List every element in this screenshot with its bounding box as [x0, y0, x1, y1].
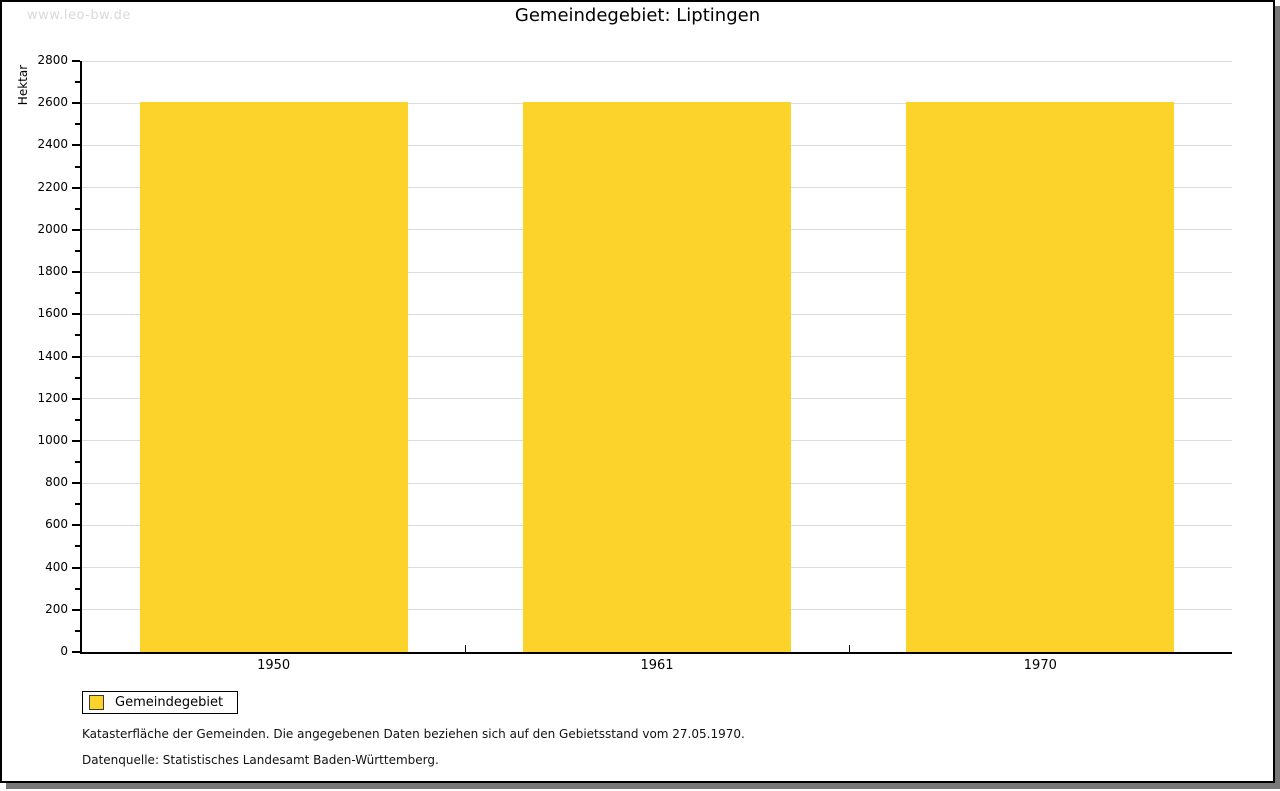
y-tick-label-200: 200 [45, 601, 68, 616]
y-tick-2300 [75, 165, 80, 168]
y-tick-600 [72, 524, 80, 527]
y-tick-label-2400: 2400 [37, 137, 68, 152]
y-tick-2700 [75, 81, 80, 84]
category-boundary-tick-1 [465, 645, 467, 652]
watermark-text: www.leo-bw.de [27, 8, 131, 23]
y-tick-2100 [75, 207, 80, 210]
y-tick-100 [75, 629, 80, 632]
y-tick-1500 [75, 334, 80, 337]
y-tick-900 [75, 461, 80, 464]
y-tick-1800 [72, 271, 80, 274]
legend-color-swatch-icon [89, 695, 104, 710]
y-tick-label-600: 600 [45, 517, 68, 532]
y-tick-label-800: 800 [45, 475, 68, 490]
y-tick-label-2000: 2000 [37, 221, 68, 236]
y-tick-label-1600: 1600 [37, 306, 68, 321]
footnote-source: Datenquelle: Statistisches Landesamt Bad… [82, 753, 439, 767]
gridline-2800 [82, 60, 1232, 62]
legend: Gemeindegebiet [82, 691, 239, 714]
y-tick-800 [72, 482, 80, 485]
y-tick-400 [72, 566, 80, 569]
y-tick-label-1400: 1400 [37, 348, 68, 363]
y-tick-700 [75, 503, 80, 506]
y-tick-300 [75, 587, 80, 590]
y-tick-1400 [72, 355, 80, 358]
y-tick-label-1200: 1200 [37, 390, 68, 405]
y-tick-1000 [72, 439, 80, 442]
chart-title: Gemeindegebiet: Liptingen [514, 5, 761, 26]
y-tick-label-2800: 2800 [37, 53, 68, 67]
bar-1961 [523, 102, 791, 652]
y-tick-500 [75, 545, 80, 548]
plot-area [80, 60, 1232, 654]
y-tick-2200 [72, 186, 80, 189]
x-tick-label-1950: 1950 [257, 658, 291, 673]
category-boundary-tick-2 [848, 645, 850, 652]
x-tick-label-1970: 1970 [1023, 658, 1057, 673]
y-tick-2500 [75, 123, 80, 126]
footnote-description: Katasterfläche der Gemeinden. Die angege… [82, 727, 745, 741]
y-tick-label-2600: 2600 [37, 95, 68, 110]
y-tick-2800 [72, 60, 80, 62]
legend-label: Gemeindegebiet [115, 695, 224, 710]
y-tick-1900 [75, 249, 80, 252]
y-tick-label-1000: 1000 [37, 432, 68, 447]
y-tick-1100 [75, 418, 80, 421]
y-tick-1600 [72, 313, 80, 316]
y-tick-label-2200: 2200 [37, 179, 68, 194]
bar-1970 [906, 102, 1175, 652]
y-tick-1200 [72, 397, 80, 400]
y-tick-2000 [72, 228, 80, 231]
y-tick-label-0: 0 [60, 644, 68, 658]
y-tick-200 [72, 608, 80, 611]
bar-1950 [139, 102, 408, 652]
y-tick-1300 [75, 376, 80, 379]
y-tick-2400 [72, 144, 80, 147]
y-tick-label-400: 400 [45, 559, 68, 574]
x-tick-label-1961: 1961 [640, 658, 674, 673]
y-tick-2600 [72, 102, 80, 105]
y-tick-0 [72, 651, 80, 653]
y-tick-label-1800: 1800 [37, 264, 68, 279]
y-tick-1700 [75, 292, 80, 295]
